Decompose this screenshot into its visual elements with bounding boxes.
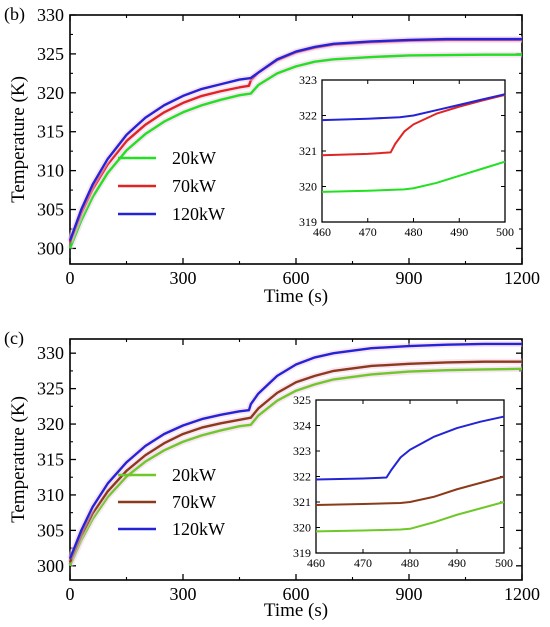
x-tick-label: 0 xyxy=(66,584,75,604)
x-tick-label: 600 xyxy=(283,268,310,288)
inset-y-tick-label: 320 xyxy=(299,180,317,194)
y-tick-label: 325 xyxy=(37,379,64,399)
inset-y-tick-label: 322 xyxy=(293,470,311,484)
panel-label: (b) xyxy=(4,4,25,25)
y-axis-label: Temperature (K) xyxy=(8,76,29,203)
series-line-70kW xyxy=(68,360,522,563)
x-tick-label: 900 xyxy=(396,268,423,288)
inset-x-tick-label: 490 xyxy=(448,556,466,570)
y-tick-label: 330 xyxy=(37,5,64,25)
y-tick-label: 315 xyxy=(37,450,64,470)
y-tick-label: 330 xyxy=(37,343,64,363)
y-tick-label: 305 xyxy=(37,520,64,540)
inset-y-tick-label: 321 xyxy=(293,495,311,509)
inset-series-line-20kW xyxy=(321,160,506,193)
inset-x-tick-label: 490 xyxy=(450,225,468,239)
y-tick-label: 320 xyxy=(37,414,64,434)
x-axis: 0 300 600 900 1200 xyxy=(66,15,540,288)
inset-series-line-70kW xyxy=(321,93,506,157)
x-tick-label: 1200 xyxy=(504,268,540,288)
inset-y-tick-label: 323 xyxy=(299,73,317,87)
series-group xyxy=(67,36,522,250)
legend-label-120kW: 120kW xyxy=(172,519,225,539)
inset-x-tick-label: 480 xyxy=(405,225,423,239)
legend-label-20kW: 20kW xyxy=(172,148,216,168)
legend: 20kW 70kW 120kW xyxy=(118,465,225,539)
inset: 460 470 480 490 500 319 320 321 322 323 xyxy=(299,73,514,239)
panel-b: (b)0 300 600 900 1200300305310315320325330Ti… xyxy=(4,4,540,307)
x-axis-label: Time (s) xyxy=(264,600,328,621)
x-tick-label: 0 xyxy=(66,268,75,288)
series-line-120kW xyxy=(68,342,522,560)
legend-label-70kW: 70kW xyxy=(172,492,216,512)
inset-y-tick-label: 323 xyxy=(293,444,311,458)
inset-series-line-70kW xyxy=(315,475,505,507)
x-tick-label: 300 xyxy=(170,268,197,288)
x-tick-label: 900 xyxy=(396,584,423,604)
x-tick-label: 300 xyxy=(170,584,197,604)
inset: 460 470 480 490 500 319 320 321 322 323 324 325 xyxy=(293,393,513,570)
inset-x-tick-label: 460 xyxy=(313,225,331,239)
inset-y-tick-label: 322 xyxy=(299,109,317,123)
inset-y-tick-label: 320 xyxy=(293,521,311,535)
panel-label: (c) xyxy=(4,328,24,349)
inset-x-tick-label: 500 xyxy=(496,225,514,239)
series-line-20kW xyxy=(68,367,523,567)
inset-y-tick-label: 324 xyxy=(293,419,311,433)
inset-series-line-20kW xyxy=(315,501,505,533)
x-tick-label: 1200 xyxy=(504,584,540,604)
y-axis: 300 305 310 315 320 325 330 xyxy=(37,5,522,258)
series-line-20kW xyxy=(68,53,522,249)
legend-label-120kW: 120kW xyxy=(172,204,225,224)
panel-c: (c)0 300 600 900 1200300305310315320325330Ti… xyxy=(4,328,540,621)
inset-x-tick-label: 470 xyxy=(359,225,377,239)
inset-series-line-120kW xyxy=(315,415,505,481)
legend-label-20kW: 20kW xyxy=(172,465,216,485)
inset-y-tick-label: 321 xyxy=(299,144,317,158)
y-tick-label: 300 xyxy=(37,238,64,258)
inset-y-tick-label: 319 xyxy=(293,546,311,560)
legend: 20kW 70kW 120kW xyxy=(118,148,225,224)
inset-frame xyxy=(315,399,505,554)
inset-x-tick-label: 470 xyxy=(354,556,372,570)
x-axis: 0 300 600 900 1200 xyxy=(66,339,540,604)
y-axis: 300 305 310 315 320 325 330 xyxy=(37,343,522,576)
x-tick-label: 600 xyxy=(283,584,310,604)
inset-x-tick-label: 460 xyxy=(307,556,325,570)
y-tick-label: 310 xyxy=(37,161,64,181)
inset-series-line-120kW xyxy=(321,93,506,122)
y-tick-label: 305 xyxy=(37,200,64,220)
series-group xyxy=(67,340,523,568)
series-line-120kW xyxy=(68,37,522,242)
inset-x-tick-label: 500 xyxy=(495,556,513,570)
y-tick-label: 320 xyxy=(37,83,64,103)
y-axis-label: Temperature (K) xyxy=(8,396,29,523)
y-tick-label: 325 xyxy=(37,44,64,64)
y-tick-label: 315 xyxy=(37,122,64,142)
y-tick-label: 310 xyxy=(37,485,64,505)
inset-y-tick-label: 325 xyxy=(293,393,311,407)
x-axis-label: Time (s) xyxy=(264,286,328,307)
legend-label-70kW: 70kW xyxy=(172,176,216,196)
y-tick-label: 300 xyxy=(37,556,64,576)
inset-y-tick-label: 319 xyxy=(299,215,317,229)
inset-x-tick-label: 480 xyxy=(401,556,419,570)
